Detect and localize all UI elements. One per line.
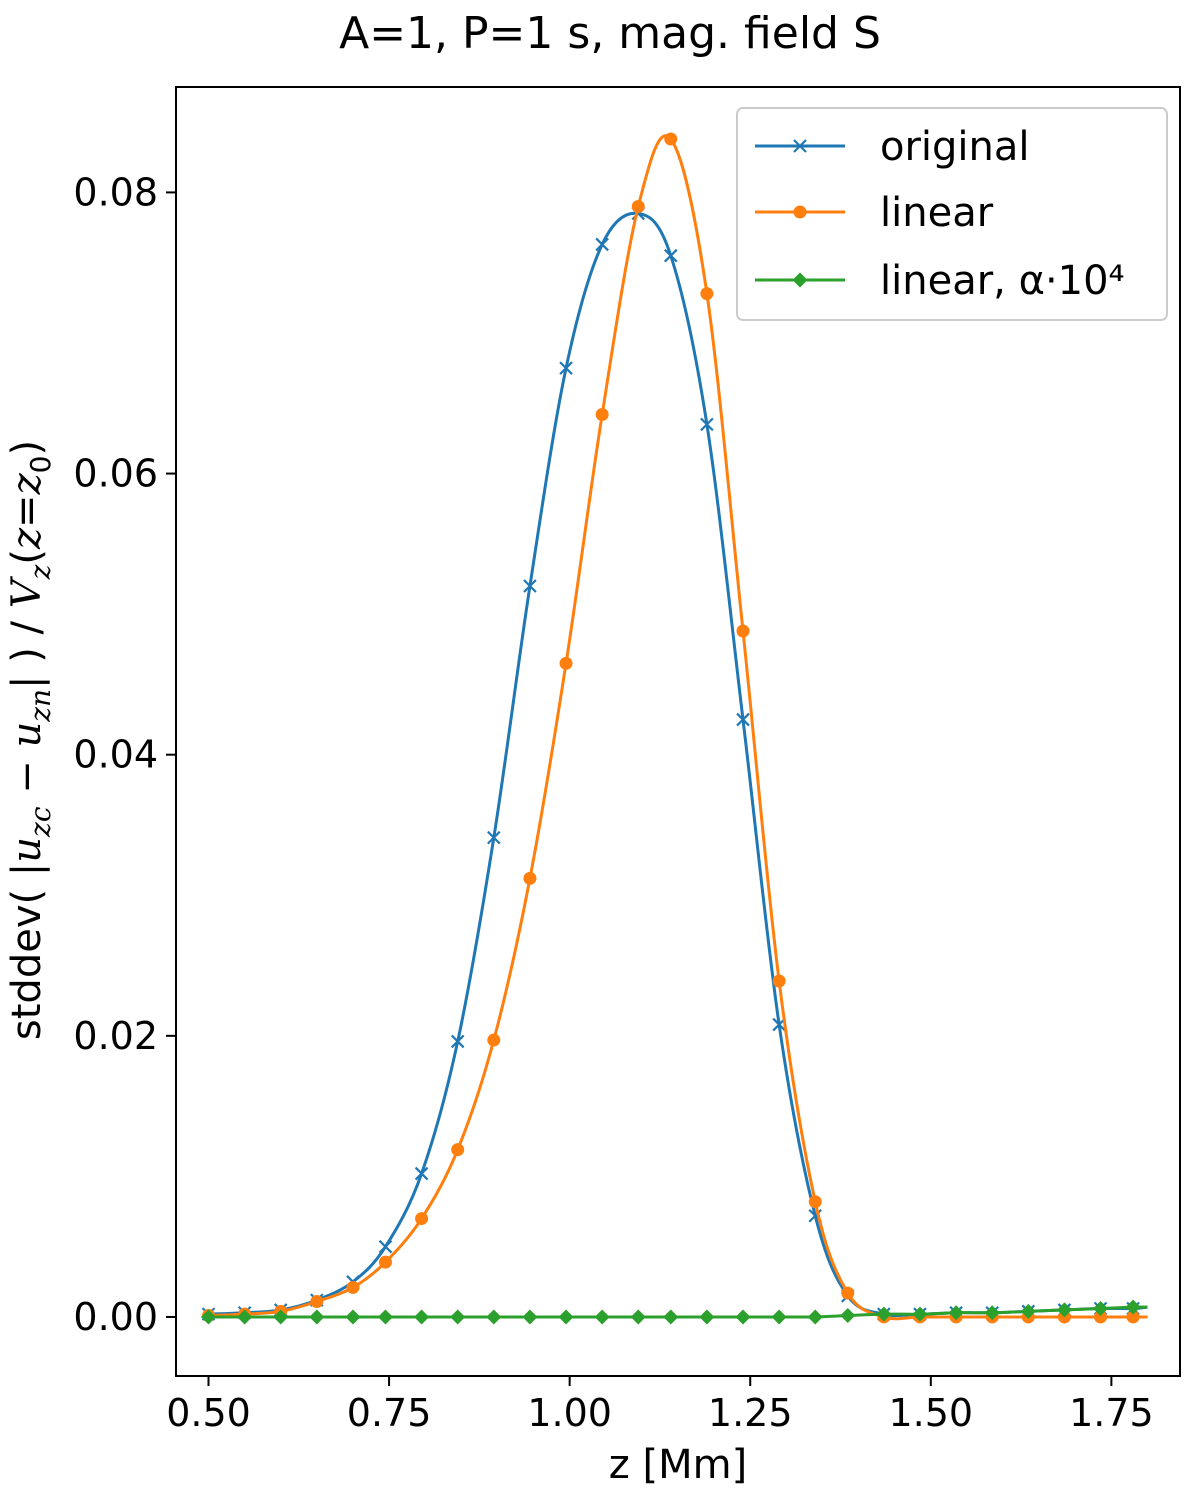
data-point xyxy=(273,1309,289,1325)
y-tick-label: 0.02 xyxy=(73,1014,158,1058)
data-point xyxy=(736,712,750,727)
legend-label: linear xyxy=(880,190,994,236)
data-point xyxy=(699,1309,715,1325)
chart-title: A=1, P=1 s, mag. field S xyxy=(339,8,881,59)
data-point xyxy=(594,1309,610,1325)
data-point xyxy=(237,1309,253,1325)
data-point xyxy=(1056,1302,1072,1318)
data-point xyxy=(1125,1299,1141,1315)
x-tick-label: 1.50 xyxy=(889,1391,974,1435)
x-tick-label: 1.25 xyxy=(708,1391,793,1435)
data-point xyxy=(631,199,645,213)
data-point xyxy=(876,1306,892,1322)
series-2 xyxy=(201,1299,1148,1325)
data-point xyxy=(486,1309,502,1325)
data-point xyxy=(310,1294,324,1308)
data-point xyxy=(840,1308,856,1324)
data-point xyxy=(700,417,714,432)
data-point xyxy=(414,1309,430,1325)
x-tick-label: 1.75 xyxy=(1069,1391,1154,1435)
legend: original linear linear, α·10⁴ xyxy=(736,107,1168,321)
data-point xyxy=(1094,1310,1108,1324)
y-tick-label: 0.00 xyxy=(73,1295,158,1339)
data-point xyxy=(309,1309,325,1325)
plot-frame xyxy=(175,86,1181,1377)
data-point xyxy=(450,1034,465,1049)
data-point xyxy=(630,1309,646,1325)
data-point xyxy=(984,1305,1000,1321)
data-point xyxy=(523,579,537,593)
data-point xyxy=(450,1309,466,1325)
data-point xyxy=(664,132,678,146)
data-point xyxy=(808,1195,822,1209)
y-tick-label: 0.08 xyxy=(73,170,158,214)
legend-marker xyxy=(792,272,808,288)
series-0 xyxy=(201,206,1148,1321)
data-point xyxy=(735,1309,751,1325)
data-point xyxy=(558,1309,574,1325)
data-point xyxy=(595,408,609,422)
plot-area: 0.50 0.75 1.00 1.25 1.50 1.75 0.000.020.040.0… xyxy=(73,86,1181,1435)
data-point xyxy=(663,248,678,263)
data-point xyxy=(772,974,786,988)
data-point xyxy=(487,830,501,845)
data-point xyxy=(522,1309,538,1325)
y-axis-label: stddev( |uzc − uzn| ) / Vz(z=z0) xyxy=(4,440,57,1040)
legend-marker xyxy=(793,139,807,153)
series-line xyxy=(208,1305,1148,1319)
data-point xyxy=(346,1280,360,1294)
data-point xyxy=(415,1212,429,1226)
y-axis-ticks: 0.00 0.02 0.04 0.06 0.08 xyxy=(73,170,176,1339)
data-point xyxy=(559,656,573,670)
data-point xyxy=(487,1033,501,1047)
x-tick-label: 0.50 xyxy=(166,1391,251,1435)
data-point xyxy=(807,1309,823,1325)
data-point xyxy=(912,1306,928,1322)
data-point xyxy=(378,1239,393,1254)
y-tick-label: 0.04 xyxy=(73,733,158,777)
data-point xyxy=(700,287,714,301)
legend-label: original xyxy=(880,124,1030,170)
data-point xyxy=(736,624,750,638)
legend-marker xyxy=(793,205,807,219)
data-point xyxy=(1020,1303,1036,1319)
data-point xyxy=(559,361,573,375)
x-tick-label: 0.75 xyxy=(347,1391,432,1435)
data-point xyxy=(1093,1301,1109,1317)
data-point xyxy=(414,1166,429,1181)
data-point xyxy=(948,1305,964,1321)
legend-frame xyxy=(736,107,1168,321)
data-point xyxy=(201,1309,217,1325)
data-point xyxy=(378,1255,392,1269)
data-point xyxy=(377,1309,393,1325)
legend-label: linear, α·10⁴ xyxy=(880,258,1125,304)
data-point xyxy=(663,1309,679,1325)
data-point xyxy=(841,1286,855,1300)
svg-text:stddev( |uzc − uzn| ) / Vz(z=z: stddev( |uzc − uzn| ) / Vz(z=z0) xyxy=(4,440,57,1040)
data-point xyxy=(451,1143,465,1157)
data-point xyxy=(1126,1310,1140,1324)
data-point xyxy=(345,1309,361,1325)
x-axis-label: z [Mm] xyxy=(609,1442,747,1488)
data-point xyxy=(523,871,537,885)
data-point xyxy=(595,237,609,252)
x-tick-label: 1.00 xyxy=(527,1391,612,1435)
series-line xyxy=(208,211,1148,1318)
series-layer xyxy=(201,132,1148,1325)
y-tick-label: 0.06 xyxy=(73,452,158,496)
x-axis-ticks: 0.50 0.75 1.00 1.25 1.50 1.75 xyxy=(166,1376,1154,1435)
data-point xyxy=(771,1309,787,1325)
series-line xyxy=(208,134,1148,1321)
